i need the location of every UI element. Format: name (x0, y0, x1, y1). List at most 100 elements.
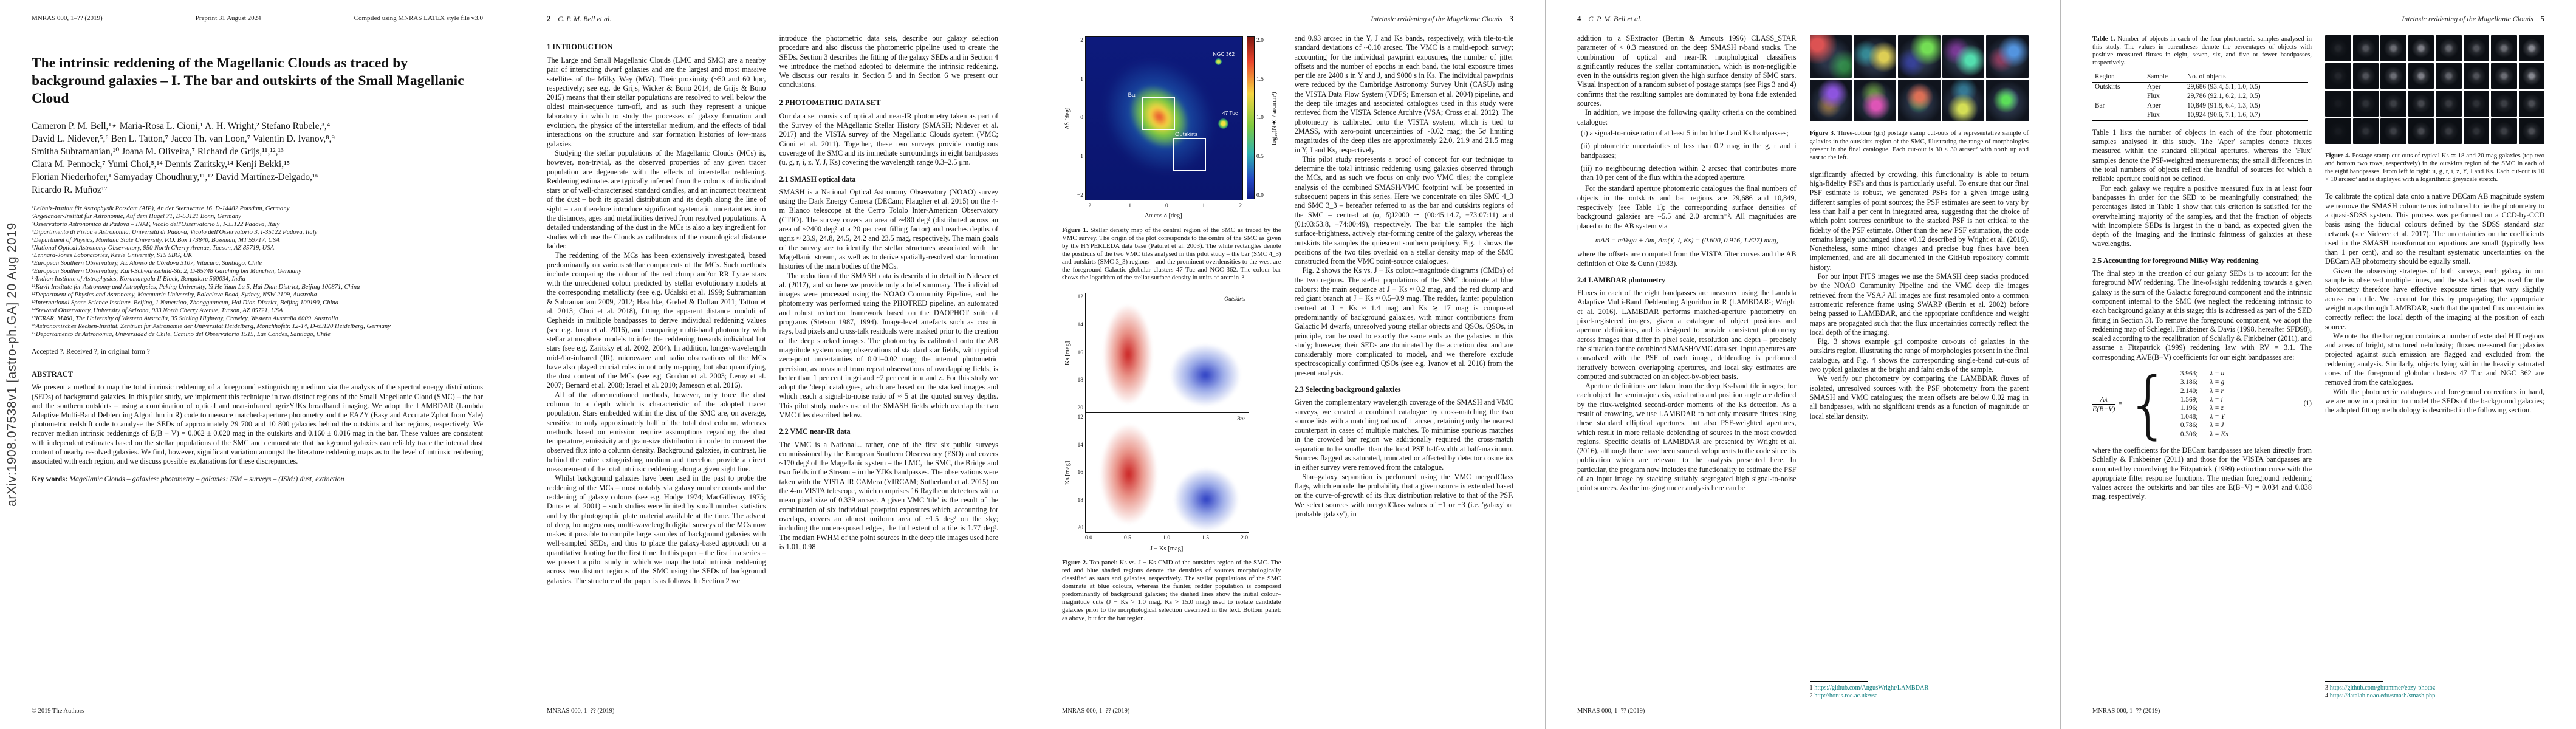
galaxy-stamp-rgb (1942, 35, 1985, 78)
page-header: MNRAS 000, 1–?? (2019) Preprint 31 Augus… (32, 15, 483, 22)
galaxy-stamp-band (2436, 63, 2462, 89)
journal-line: MNRAS 000, 1–?? (2019) (1577, 708, 1645, 714)
journal-reference: MNRAS 000, 1–?? (2019) (32, 15, 103, 22)
page-2: 2 C. P. M. Bell et al. 1 INTRODUCTION The… (515, 0, 1030, 729)
affiliation: ¹Leibniz-Institut für Astrophysik Potsda… (32, 205, 290, 212)
y-axis-label: Ks [mag] (1064, 341, 1071, 365)
page-4: 4 C. P. M. Bell et al. addition to a SEx… (1546, 0, 2061, 729)
density-map-plot: Bar Outskirts 47 Tuc NGC 362 (1085, 36, 1243, 200)
keywords-text: Magellanic Clouds – galaxies: photometry… (69, 474, 344, 484)
text-block: We note that the bar region contains a n… (2325, 331, 2544, 387)
figure-4-caption: Figure 4. Postage stamp cut-outs of typi… (2325, 152, 2544, 183)
text-block: We verify our photometry by comparing th… (1809, 374, 2029, 420)
coefficient-value: 0.786; (2180, 422, 2198, 430)
equation-case: 1.048; λ = Y (2174, 412, 2228, 421)
page-3: Intrinsic reddening of the Magellanic Cl… (1030, 0, 1546, 729)
page-number: 3 (1509, 15, 1513, 23)
affiliation: ⁸European Southern Observatory, Av. Alon… (32, 260, 262, 267)
text-block: Star–galaxy separation is performed usin… (1294, 472, 1514, 518)
footnote-url-link[interactable]: https://github.com/gbrammer/eazy-photoz (2329, 685, 2436, 691)
table-label: Table 1. (2092, 35, 2115, 43)
journal-line: MNRAS 000, 1–?? (2019) (2092, 708, 2160, 714)
coefficient-value: 1.196; (2180, 405, 2198, 412)
coefficient-band: λ = J (2210, 422, 2224, 430)
y-axis-ticks: 12 14 16 18 20 (1072, 413, 1085, 533)
cluster-ngc362-dot (1215, 58, 1222, 65)
running-head-title: Intrinsic reddening of the Magellanic Cl… (2402, 15, 2533, 23)
stellar-density-blob (1103, 304, 1153, 405)
author-line: Florian Niederhofer,¹ Samyaday Choudhury… (32, 172, 318, 182)
tick-label: 2 (1239, 203, 1242, 209)
galaxy-stamp-band (2436, 118, 2462, 144)
colorbar (1247, 36, 1255, 199)
footnote-url-link[interactable]: http://horus.roe.ac.uk/vsa (1814, 693, 1878, 699)
tick-label: 0.0 (1256, 192, 1264, 199)
author-line: Ricardo R. Muñoz¹⁷ (32, 185, 108, 195)
text-block: 2.2 VMC near-IR data (779, 427, 851, 436)
column-right: Figure 4. Postage stamp cut-outs of typi… (2325, 34, 2544, 700)
footnote-url-link[interactable]: https://datalab.noao.edu/smash/smash.php (2329, 693, 2436, 699)
cluster-47tuc-dot (1218, 118, 1228, 129)
table-1: Region Sample No. of objects Outskirts A… (2092, 72, 2308, 121)
text-block: Table 1 lists the number of objects in e… (2092, 128, 2312, 183)
affiliation: ¹⁴Steward Observatory, University of Ari… (32, 307, 283, 314)
column-right: Figure 3. Three-colour (gri) postage sta… (1809, 34, 2029, 700)
running-head-title: Intrinsic reddening of the Magellanic Cl… (1371, 15, 1502, 23)
text-block: The reddening of the MCs has been extens… (547, 251, 766, 390)
text-block: 1 INTRODUCTION (547, 43, 613, 51)
page-header: 4 C. P. M. Bell et al. (1577, 15, 2029, 24)
x-axis-label: Δα cos δ [deg] (1145, 213, 1182, 220)
galaxy-stamp-rgb (1986, 35, 2029, 78)
text-block: This pilot study represents a proof of c… (1294, 154, 1514, 266)
tick-label: 1.5 (1256, 76, 1264, 83)
galaxy-stamp-band (2463, 63, 2489, 89)
cell-region: Bar (2095, 101, 2105, 109)
text-block: In addition, we impose the following qua… (1577, 108, 1797, 126)
text-block: Our data set consists of optical and nea… (779, 111, 999, 167)
coefficient-value: 3.186; (2180, 378, 2198, 386)
equals-sign: = (2118, 399, 2123, 408)
page-number: 2 (547, 15, 551, 23)
column-left: addition to a SExtractor (Bertin & Arnou… (1577, 34, 1797, 700)
affiliation: ⁹European Southern Observatory, Karl-Sch… (32, 268, 301, 275)
footnotes: 1 https://github.com/AngusWright/LAMBDAR… (1809, 680, 2029, 700)
galaxy-stamp-band (2325, 91, 2351, 117)
y-axis-ticks: 12 14 16 18 20 (1072, 293, 1085, 413)
y-axis-label: Δδ [deg] (1064, 107, 1071, 130)
column-left: Δδ [deg] 2 1 0 −1 −2 Bar (1062, 34, 1281, 700)
fraction-bar (2092, 403, 2115, 405)
galaxy-stamp-band (2352, 91, 2379, 117)
panel-label: Bar (1236, 416, 1245, 423)
text-block: Given the complementary wavelength cover… (1294, 398, 1514, 472)
affiliation: ⁵Department of Physics, Montana State Un… (32, 236, 280, 244)
coefficient-band: λ = g (2210, 378, 2225, 386)
coefficient-band: λ = u (2210, 370, 2225, 378)
page-1: MNRAS 000, 1–?? (2019) Preprint 31 Augus… (0, 0, 515, 729)
figure-caption-text: Postage stamp cut-outs of typical Ks ≃ 1… (2325, 152, 2544, 183)
tick-label: 1.0 (1256, 115, 1264, 122)
affiliation: ¹³International Space Science Institute–… (32, 299, 339, 306)
figure-3-caption: Figure 3. Three-colour (gri) postage sta… (1810, 129, 2029, 161)
tick-label: 12 (1077, 414, 1084, 421)
author-line: David L. Nidever,⁵,⁶ Ben L. Tatton,⁷ Jac… (32, 134, 335, 144)
figure-1-caption: Figure 1. Stellar density map of the cen… (1062, 227, 1281, 282)
footnote: 2 http://horus.roe.ac.uk/vsa (1810, 692, 2029, 700)
footnote-url-link[interactable]: https://github.com/AngusWright/LAMBDAR (1814, 685, 1929, 691)
galaxy-stamp-rgb (1854, 79, 1896, 122)
affiliation: ⁷Lennard-Jones Laboratories, Keele Unive… (32, 252, 193, 259)
cmd-panel-bar: Bar (1085, 412, 1249, 533)
table-caption-text: Number of objects in each of the four ph… (2092, 35, 2312, 67)
label-bar: Bar (1128, 92, 1137, 99)
footnote: 4 https://datalab.noao.edu/smash/smash.p… (2325, 692, 2544, 700)
equation-number: (1) (2303, 400, 2312, 408)
page-5: Intrinsic reddening of the Magellanic Cl… (2061, 0, 2576, 729)
copyright-line: © 2019 The Authors (32, 708, 84, 714)
galaxy-density-blob (1170, 343, 1241, 407)
tick-label: 0 (1080, 115, 1083, 122)
footnote: 1 https://github.com/AngusWright/LAMBDAR (1810, 684, 2029, 692)
column-left: 1 INTRODUCTION The Large and Small Magell… (547, 34, 766, 700)
galaxy-stamp-band (2491, 63, 2517, 89)
cmd-panel-outskirts: Outskirts (1085, 293, 1249, 414)
column-right: introduce the photometric data sets, des… (779, 34, 999, 700)
tick-label: 1.5 (1202, 535, 1209, 542)
